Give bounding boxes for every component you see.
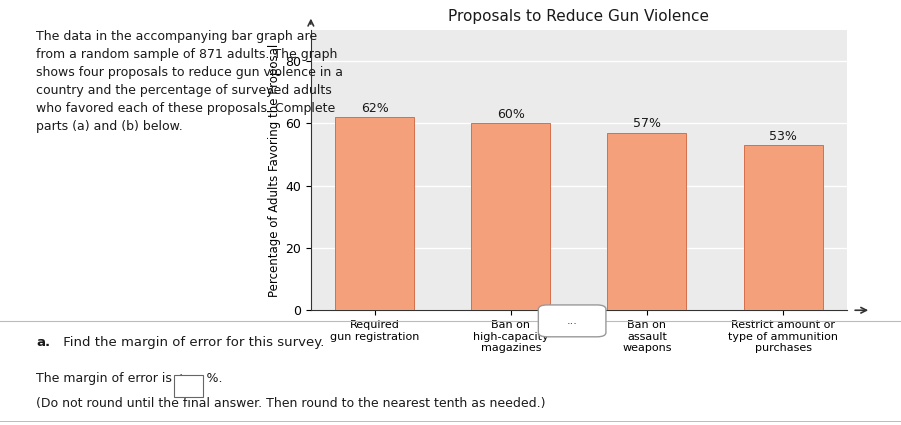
Text: 62%: 62% [360,102,388,114]
Bar [335,117,414,310]
Text: ...: ... [567,316,578,326]
Text: (Do not round until the final answer. Then round to the nearest tenth as needed.: (Do not round until the final answer. Th… [36,397,545,411]
Text: 53%: 53% [769,130,797,142]
Bar [743,145,823,310]
Text: The margin of error is ±     %.: The margin of error is ± %. [36,372,223,385]
Text: 60%: 60% [496,108,524,121]
Text: 57%: 57% [633,117,661,130]
Text: a.: a. [36,336,50,349]
Y-axis label: Percentage of Adults Favoring the Proposal: Percentage of Adults Favoring the Propos… [268,43,281,297]
Bar [607,133,687,310]
Text: The data in the accompanying bar graph are
from a random sample of 871 adults. T: The data in the accompanying bar graph a… [36,30,343,133]
Title: Proposals to Reduce Gun Violence: Proposals to Reduce Gun Violence [449,9,709,24]
Bar [471,123,551,310]
Text: Find the margin of error for this survey.: Find the margin of error for this survey… [59,336,324,349]
